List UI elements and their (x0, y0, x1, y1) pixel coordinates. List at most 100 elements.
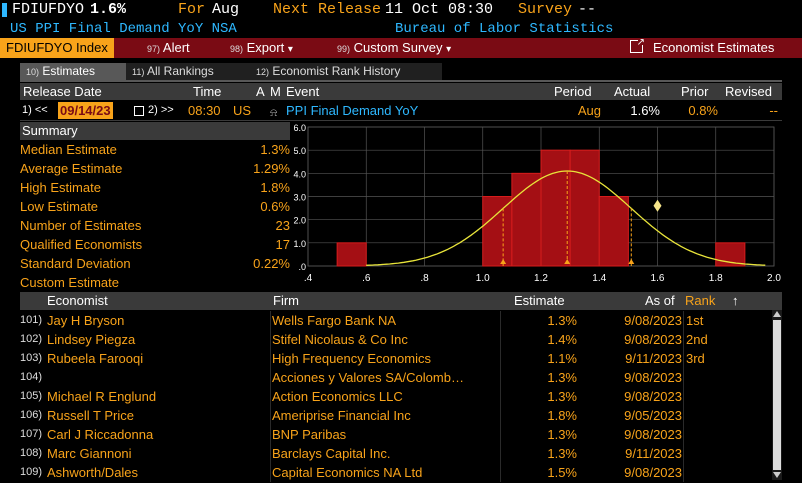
alert-key: 97) (147, 44, 161, 54)
distribution-curve (366, 170, 766, 266)
row-key: 101) (20, 314, 43, 326)
summary-label: Low Estimate (20, 199, 99, 214)
economist-name[interactable]: Rubeela Farooqi (47, 351, 144, 366)
histogram-bar (598, 196, 629, 267)
firm-name[interactable]: Wells Fargo Bank NA (272, 313, 397, 328)
x-tick-label: 1.0 (476, 273, 490, 284)
economist-name[interactable]: Russell T Price (47, 408, 134, 423)
scroll-down-arrow[interactable] (773, 472, 781, 478)
column-separator (500, 444, 501, 463)
menu-bar: FDIUFDYO Index 97) Alert 98) Export ▾ 99… (0, 38, 802, 58)
column-separator (500, 406, 501, 425)
tab-all-rankings-key: 11) (132, 67, 145, 77)
release-date-field[interactable]: 09/14/23 (58, 102, 113, 119)
column-separator (270, 311, 271, 330)
header-time: Time (193, 84, 222, 99)
next-release-label: Next Release (273, 1, 382, 18)
header-rank[interactable]: Rank (685, 293, 716, 308)
as-of-date: 9/05/2023 (624, 408, 682, 423)
column-separator (270, 406, 271, 425)
economist-name[interactable]: Carl J Riccadonna (47, 427, 154, 442)
economist-name[interactable]: Michael R Englund (47, 389, 157, 404)
summary-row[interactable]: Custom Estimate (20, 273, 290, 292)
column-separator (270, 463, 271, 482)
table-row[interactable]: 108) Marc Giannoni Barclays Capital Inc. 1.… (20, 444, 782, 463)
tab-all-rankings[interactable]: 11) All Rankings (126, 63, 250, 80)
estimate-value: 1.3% (547, 446, 577, 461)
economist-estimates-button[interactable]: ↗ Economist Estimates (630, 38, 774, 58)
marker-arrow (500, 259, 507, 264)
header-firm[interactable]: Firm (273, 293, 299, 308)
header-event: Event (286, 84, 320, 99)
export-button[interactable]: 98) Export ▾ (230, 38, 293, 60)
ticker-indicator (2, 3, 7, 17)
scroll-up-arrow[interactable] (773, 311, 781, 317)
firm-name[interactable]: Capital Economics NA Ltd (272, 465, 423, 480)
bell-icon[interactable]: ⍾ (270, 107, 278, 119)
table-row[interactable]: 104) Acciones y Valores SA/Colomb… 1.3% 9/0… (20, 368, 782, 387)
header-estimate[interactable]: Estimate (514, 293, 565, 308)
column-separator (270, 444, 271, 463)
summary-label: Number of Estimates (20, 218, 142, 233)
header-as-of[interactable]: As of (645, 293, 675, 308)
column-separator (270, 387, 271, 406)
export-caret-icon: ▾ (287, 44, 293, 55)
header-economist[interactable]: Economist (47, 293, 108, 308)
economist-name[interactable]: Ashworth/Dales (47, 465, 139, 480)
economist-name[interactable]: Lindsey Piegza (47, 332, 136, 347)
summary-value: 0.22% (253, 256, 290, 271)
data-source: Bureau of Labor Statistics (395, 21, 614, 37)
as-of-date: 9/08/2023 (624, 465, 682, 480)
table-row[interactable]: 109) Ashworth/Dales Capital Economics NA L… (20, 463, 782, 482)
external-link-icon: ↗ (630, 38, 645, 53)
alert-button[interactable]: 97) Alert (147, 38, 190, 59)
export-label: Export (246, 40, 285, 55)
tab-economist-rank-history[interactable]: 12) Economist Rank History (250, 63, 442, 80)
scroll-thumb[interactable] (773, 320, 781, 470)
firm-name[interactable]: Action Economics LLC (272, 389, 403, 404)
estimate-value: 1.3% (547, 313, 577, 328)
table-row[interactable]: 106) Russell T Price Ameriprise Financial … (20, 406, 782, 425)
histogram-bar (482, 196, 513, 267)
firm-name[interactable]: High Frequency Economics (272, 351, 431, 366)
tab-estimates[interactable]: 10) Estimates (20, 63, 128, 80)
release-prior: 0.8% (688, 103, 718, 118)
sort-ascending-icon[interactable]: ↑ (732, 293, 739, 308)
economist-name[interactable]: Jay H Bryson (47, 313, 125, 328)
table-row[interactable]: 107) Carl J Riccadonna BNP Paribas 1.3% 9/08… (20, 425, 782, 444)
event-name[interactable]: PPI Final Demand YoY (286, 103, 419, 118)
firm-name[interactable]: Ameriprise Financial Inc (272, 408, 411, 423)
firm-name[interactable]: Stifel Nicolaus & Co Inc (272, 332, 408, 347)
as-of-date: 9/08/2023 (624, 313, 682, 328)
estimate-distribution-chart: .0 1.0 2.0 3.0 4.0 5.0 6.0 .4 .6 .8 1.0 1.2 1.4 1.6 1.… (293, 123, 781, 284)
column-separator (500, 463, 501, 482)
estimate-value: 1.3% (547, 389, 577, 404)
table-row[interactable]: 102) Lindsey Piegza Stifel Nicolaus & Co I… (20, 330, 782, 349)
next-release-button[interactable]: 2) >> (148, 104, 174, 116)
economist-estimates-label: Economist Estimates (653, 40, 775, 55)
rank-value: 3rd (686, 351, 705, 366)
scrollbar[interactable] (772, 310, 782, 480)
prev-release-button[interactable]: 1) << (22, 104, 48, 116)
firm-name[interactable]: Barclays Capital Inc. (272, 446, 391, 461)
index-button[interactable]: FDIUFDYO Index (0, 38, 114, 58)
column-separator (683, 311, 684, 330)
ticker-bar: FDIUFDYO 1.6% For Aug Next Release 11 Oc… (0, 0, 802, 20)
x-tick-label: 2.0 (767, 273, 781, 284)
firm-name[interactable]: Acciones y Valores SA/Colomb… (272, 370, 464, 385)
firm-name[interactable]: BNP Paribas (272, 427, 347, 442)
calendar-icon[interactable] (134, 106, 144, 116)
table-row[interactable]: 101) Jay H Bryson Wells Fargo Bank NA 1.3% 9… (20, 311, 782, 330)
table-row[interactable]: 105) Michael R Englund Action Economics LL… (20, 387, 782, 406)
x-tick-label: 1.4 (592, 273, 606, 284)
header-a: A (256, 84, 265, 99)
custom-survey-button[interactable]: 99) Custom Survey ▾ (337, 38, 451, 60)
table-row[interactable]: 103) Rubeela Farooqi High Frequency Econom… (20, 349, 782, 368)
marker-arrow (564, 259, 571, 264)
economist-name[interactable]: Marc Giannoni (47, 446, 132, 461)
as-of-date: 9/11/2023 (625, 446, 682, 461)
summary-label: High Estimate (20, 180, 101, 195)
x-tick-label: 1.8 (709, 273, 723, 284)
summary-label: Qualified Economists (20, 237, 143, 252)
y-tick-label: .0 (298, 262, 306, 272)
